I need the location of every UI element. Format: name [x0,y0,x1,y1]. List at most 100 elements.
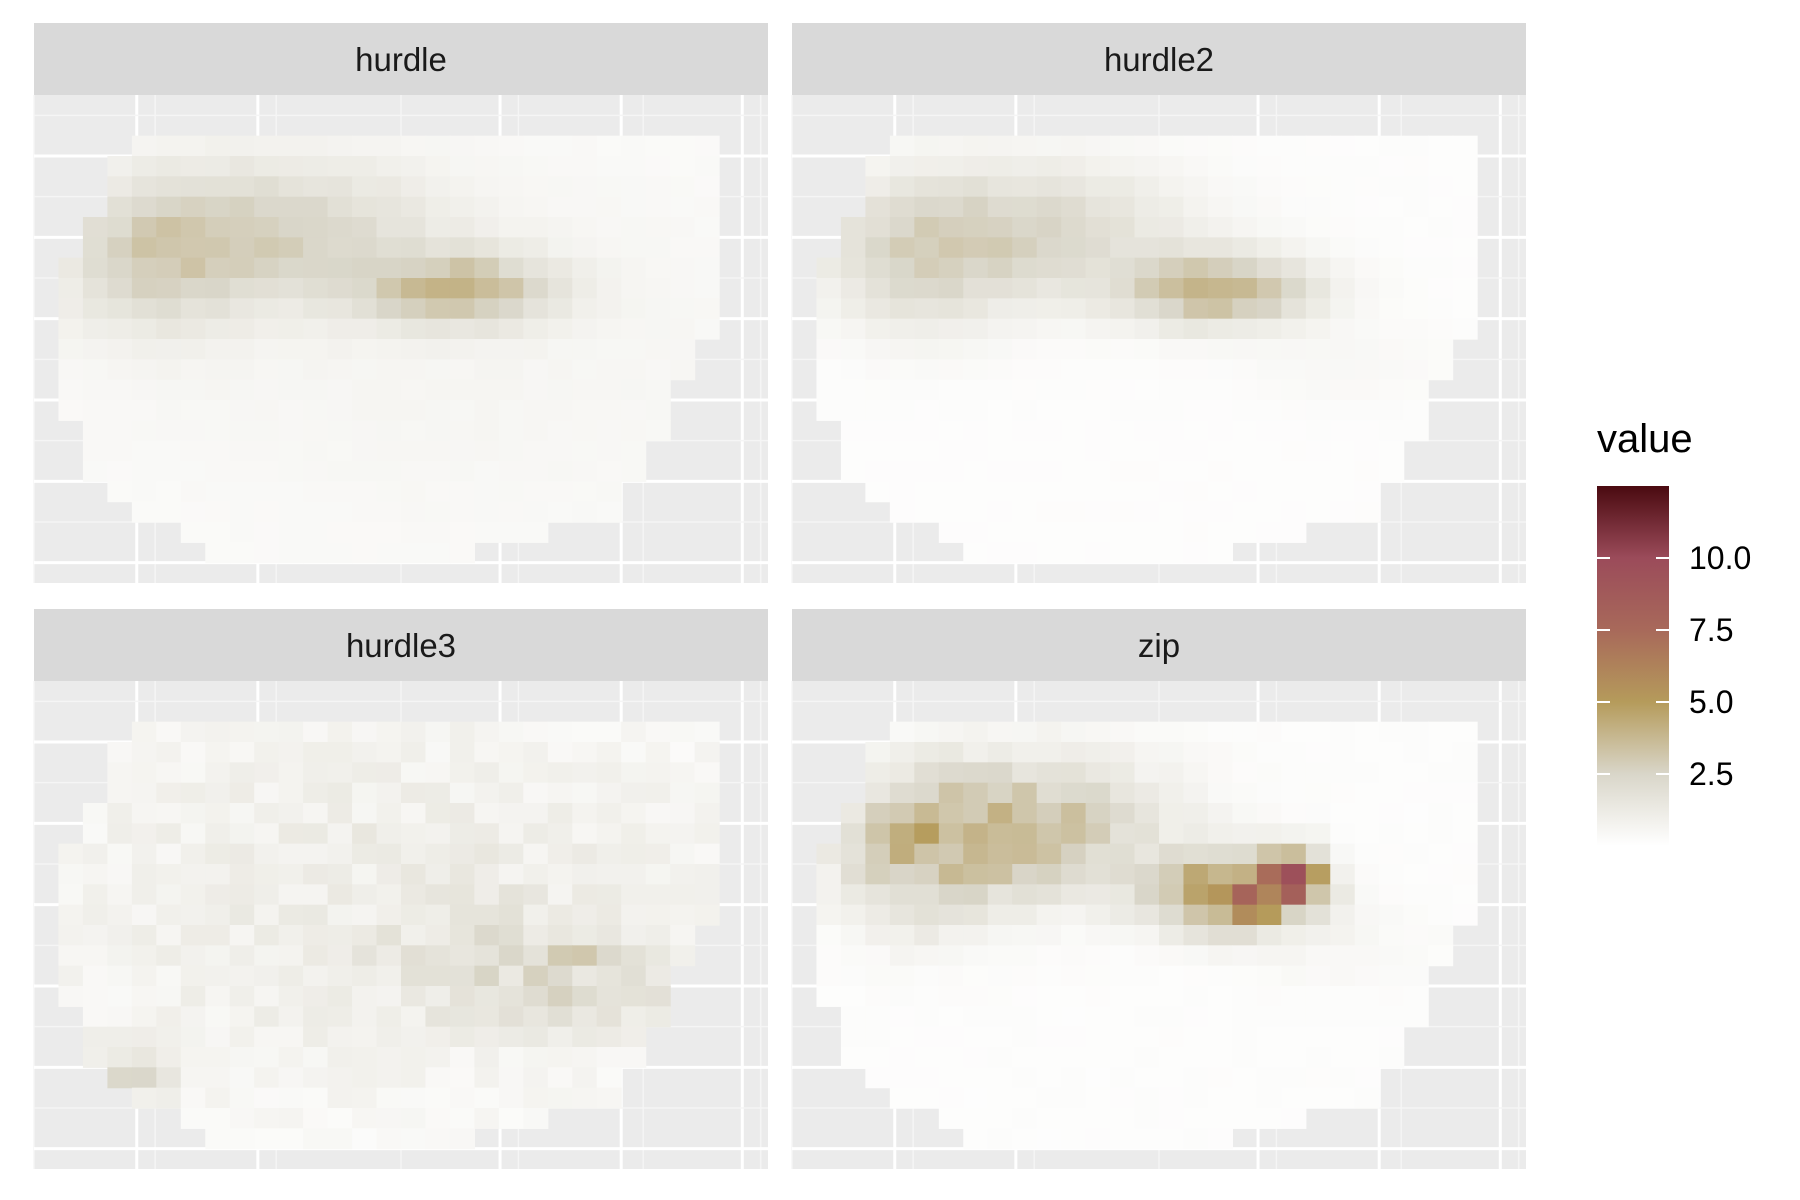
heatmap-tile [889,986,915,1007]
heatmap-tile [498,986,524,1007]
heatmap-tile [303,1128,329,1150]
heatmap-tile [1061,400,1087,421]
heatmap-tile [596,1087,622,1109]
heatmap-tile [694,823,720,845]
heatmap-tile [621,925,647,946]
heatmap-tile [1379,782,1405,804]
heatmap-tile [596,965,622,987]
heatmap-tile [596,884,622,906]
heatmap-tile [303,420,329,442]
heatmap-tile [1183,318,1209,340]
heatmap-tile [254,945,280,967]
heatmap-tile [1110,823,1136,845]
heatmap-tile [425,278,451,299]
heatmap-tile [254,135,280,157]
heatmap-tile [621,135,647,157]
heatmap-tile [1110,156,1136,177]
heatmap-tile [523,782,549,804]
heatmap-tile [1012,339,1038,360]
heatmap-tile [474,965,500,987]
heatmap-tile [401,237,427,259]
heatmap-tile [303,945,329,967]
heatmap-tile [889,945,915,967]
heatmap-tile [645,864,671,885]
heatmap-tile [254,782,280,804]
heatmap-tile [938,1006,964,1028]
heatmap-tile [1012,843,1038,865]
heatmap-tile [840,379,866,401]
heatmap-tile [474,522,500,543]
heatmap-tile [596,400,622,421]
heatmap-tile [1110,945,1136,967]
heatmap-tile [938,904,964,926]
heatmap-tile [840,339,866,360]
heatmap-tile [1281,379,1307,401]
heatmap-tile [254,762,280,784]
heatmap-tile [1207,461,1233,482]
heatmap-tile [131,278,157,299]
heatmap-tile [963,1067,989,1089]
heatmap-tile [498,1026,524,1048]
heatmap-tile [1085,986,1111,1007]
heatmap-tile [156,945,182,967]
heatmap-tile [156,339,182,360]
heatmap-tile [1379,803,1405,824]
heatmap-tile [621,823,647,845]
heatmap-tile [645,762,671,784]
heatmap-tile [1232,782,1258,804]
heatmap-tile [156,803,182,824]
heatmap-tile [1036,1087,1062,1109]
heatmap-tile [498,461,524,482]
heatmap-tile [1305,843,1331,865]
heatmap-tile [449,196,475,218]
heatmap-tile [1281,782,1307,804]
heatmap-tile [352,945,378,967]
facet-label: hurdle2 [1104,41,1214,78]
heatmap-tile [131,1026,157,1048]
heatmap-tile [1012,217,1038,238]
heatmap-tile [1330,986,1356,1007]
heatmap-tile [107,420,133,442]
heatmap-tile [1452,135,1478,157]
heatmap-tile [1036,501,1062,523]
heatmap-tile [303,925,329,946]
heatmap-tile [1036,359,1062,381]
heatmap-tile [254,278,280,299]
heatmap-tile [889,884,915,906]
heatmap-tile [180,945,206,967]
heatmap-tile [938,1067,964,1089]
heatmap-tile [914,823,940,845]
heatmap-tile [694,843,720,865]
heatmap-tile [1281,1067,1307,1089]
heatmap-tile [1110,237,1136,259]
heatmap-tile [180,400,206,421]
heatmap-tile [1159,843,1185,865]
heatmap-tile [1428,884,1454,906]
heatmap-tile [352,379,378,401]
heatmap-tile [1159,1128,1185,1150]
heatmap-tile [131,843,157,865]
heatmap-tile [1012,1067,1038,1089]
heatmap-tile [1403,339,1429,360]
heatmap-tile [498,884,524,906]
heatmap-tile [1085,843,1111,865]
heatmap-tile [645,257,671,279]
heatmap-tile [596,237,622,259]
heatmap-tile [254,986,280,1007]
heatmap-tile [107,318,133,340]
heatmap-tile [987,176,1013,198]
heatmap-tile [1354,1087,1380,1109]
heatmap-tile [1159,823,1185,845]
heatmap-tile [1305,945,1331,967]
heatmap-tile [1281,823,1307,845]
heatmap-tile [963,721,989,743]
heatmap-tile [474,904,500,926]
heatmap-tile [865,1006,891,1028]
heatmap-tile [963,762,989,784]
heatmap-tile [1012,257,1038,279]
heatmap-tile [1110,864,1136,885]
heatmap-tile [376,1067,402,1089]
heatmap-tile [547,986,573,1007]
heatmap-tile [474,156,500,177]
heatmap-tile [1012,884,1038,906]
